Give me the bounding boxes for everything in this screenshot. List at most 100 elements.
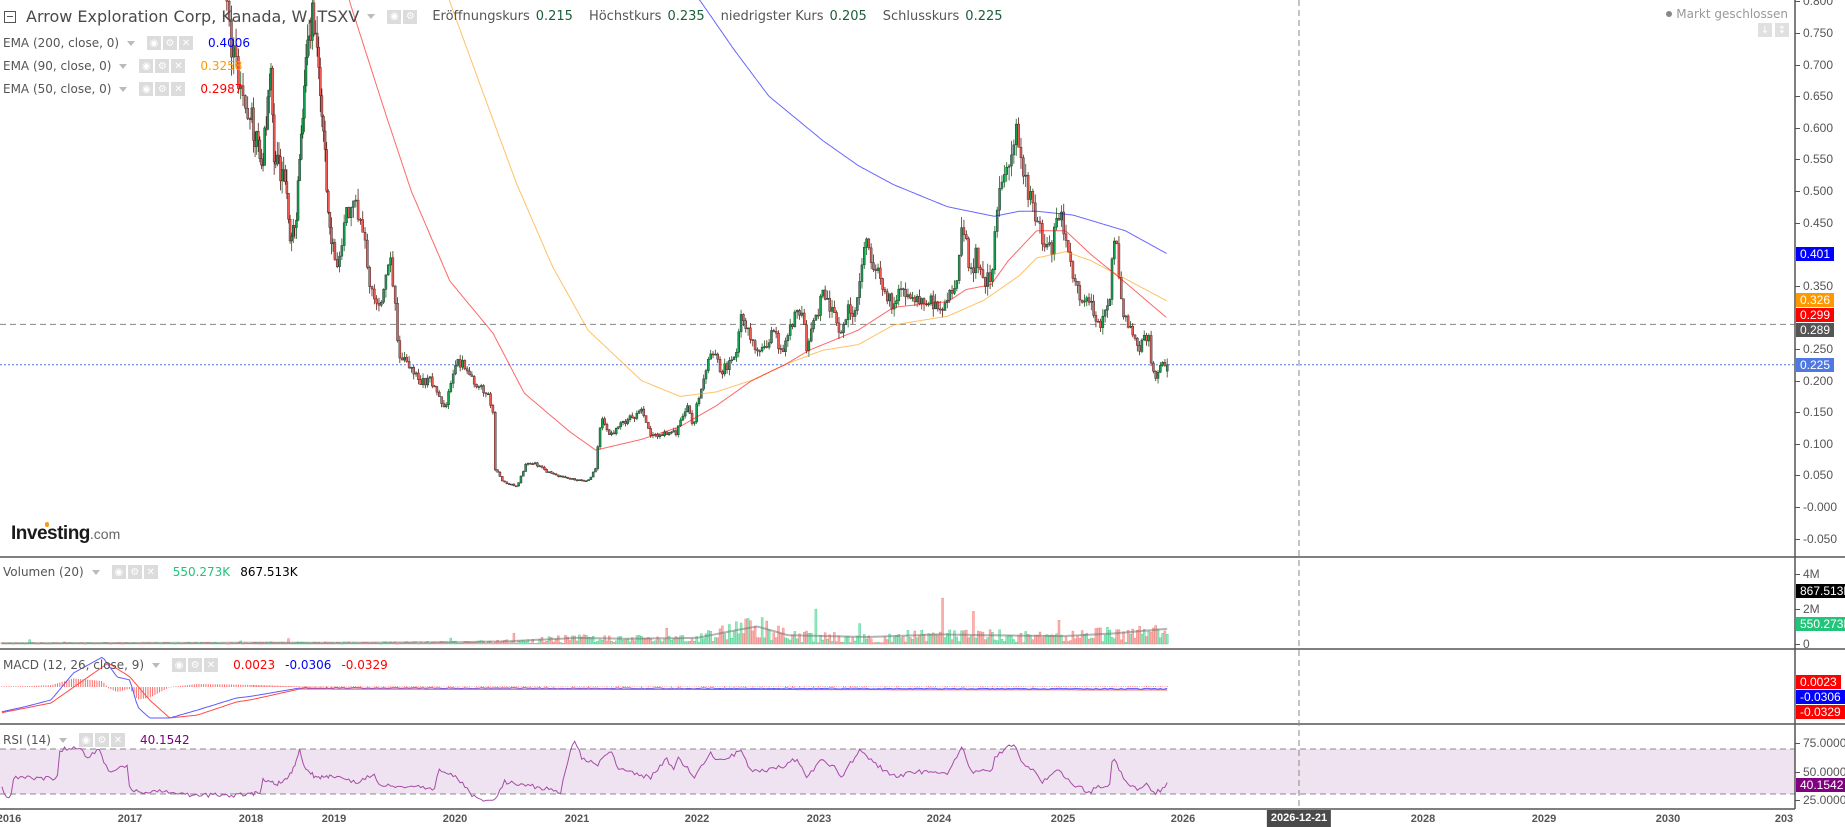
candle-body[interactable] [536,462,539,467]
candle-body[interactable] [865,238,868,248]
candle-body[interactable] [554,473,558,476]
candle-body[interactable] [1159,365,1162,373]
candle-body[interactable] [1026,174,1030,200]
candle-body[interactable] [328,212,332,228]
candle-body[interactable] [941,308,944,311]
candle-body[interactable] [798,310,801,316]
eye-icon[interactable]: ◉ [111,565,126,579]
candle-body[interactable] [746,327,750,330]
candle-body[interactable] [391,257,395,287]
candle-body[interactable] [867,238,871,249]
candle-body[interactable] [477,386,481,388]
candle-body[interactable] [920,298,923,304]
candle-body[interactable] [753,340,757,350]
candle-body[interactable] [763,346,766,348]
candle-body[interactable] [468,370,471,376]
candle-body[interactable] [718,358,722,372]
candle-body[interactable] [1096,321,1100,323]
candle-body[interactable] [1062,211,1065,235]
candle-body[interactable] [414,372,418,375]
chevron-down-icon[interactable] [58,737,67,743]
candle-body[interactable] [721,371,724,375]
candle-body[interactable] [788,324,792,336]
candle-body[interactable] [244,95,247,109]
candle-body[interactable] [693,421,696,424]
candle-body[interactable] [816,314,820,317]
candle-body[interactable] [1122,298,1125,318]
candle-body[interactable] [366,239,369,268]
symbol-title[interactable]: Arrow Exploration Corp, Kanada, W, TSXV [26,7,360,26]
candle-body[interactable] [814,314,818,321]
candle-body[interactable] [587,479,590,482]
candle-body[interactable] [1131,325,1134,336]
candle-body[interactable] [498,471,502,477]
candle-body[interactable] [960,227,963,256]
candle-body[interactable] [271,67,274,116]
candle-body[interactable] [361,219,364,233]
candle-body[interactable] [400,357,404,361]
candle-body[interactable] [266,96,270,130]
candle-body[interactable] [640,408,643,412]
candle-body[interactable] [730,359,733,362]
candle-body[interactable] [524,464,527,472]
candle-body[interactable] [605,424,609,431]
candle-body[interactable] [737,331,740,353]
candle-body[interactable] [463,360,467,370]
candle-body[interactable] [342,222,346,246]
candle-body[interactable] [580,479,583,481]
candle-body[interactable] [315,32,319,48]
candle-body[interactable] [962,227,966,235]
candle-body[interactable] [667,432,671,435]
candle-body[interactable] [791,324,794,327]
chevron-down-icon[interactable] [152,662,161,668]
candle-body[interactable] [368,267,371,287]
volume-label[interactable]: Volumen (20) [3,565,84,579]
candle-body[interactable] [658,434,662,438]
candle-body[interactable] [805,324,808,352]
candle-body[interactable] [892,303,896,310]
candle-body[interactable] [301,117,305,135]
candle-body[interactable] [988,272,992,282]
candle-body[interactable] [349,207,353,218]
candle-body[interactable] [1149,335,1153,364]
candle-body[interactable] [1126,315,1130,328]
candle-body[interactable] [564,476,567,479]
candle-body[interactable] [1094,315,1098,322]
candle-body[interactable] [1041,223,1044,245]
candle-body[interactable] [742,314,745,322]
candle-body[interactable] [767,342,771,348]
candle-body[interactable] [860,264,864,282]
candle-body[interactable] [1140,339,1144,352]
candle-body[interactable] [1022,157,1025,177]
candle-body[interactable] [672,430,675,433]
candle-body[interactable] [644,415,648,423]
candle-body[interactable] [739,314,743,333]
candle-body[interactable] [1003,174,1006,183]
candle-body[interactable] [382,289,385,303]
candle-body[interactable] [770,330,773,343]
candle-body[interactable] [846,304,850,320]
candle-body[interactable] [276,154,279,165]
candle-body[interactable] [454,365,457,375]
candle-body[interactable] [1031,191,1035,204]
candle-body[interactable] [1010,154,1013,167]
candle-body[interactable] [1038,221,1042,224]
candle-body[interactable] [493,412,497,471]
candle-body[interactable] [335,259,339,267]
candle-body[interactable] [1092,300,1095,316]
candle-body[interactable] [897,288,900,301]
candle-body[interactable] [979,267,982,270]
candle-body[interactable] [872,262,875,270]
candle-body[interactable] [295,219,298,228]
candle-body[interactable] [624,421,627,424]
candle-body[interactable] [1113,240,1116,260]
candle-body[interactable] [899,288,903,290]
candle-body[interactable] [496,469,499,473]
candle-body[interactable] [540,465,544,468]
candle-body[interactable] [777,332,780,349]
candle-body[interactable] [881,278,884,290]
candle-body[interactable] [403,357,406,361]
candle-body[interactable] [287,193,290,220]
candle-body[interactable] [610,432,613,435]
candle-body[interactable] [571,478,574,480]
